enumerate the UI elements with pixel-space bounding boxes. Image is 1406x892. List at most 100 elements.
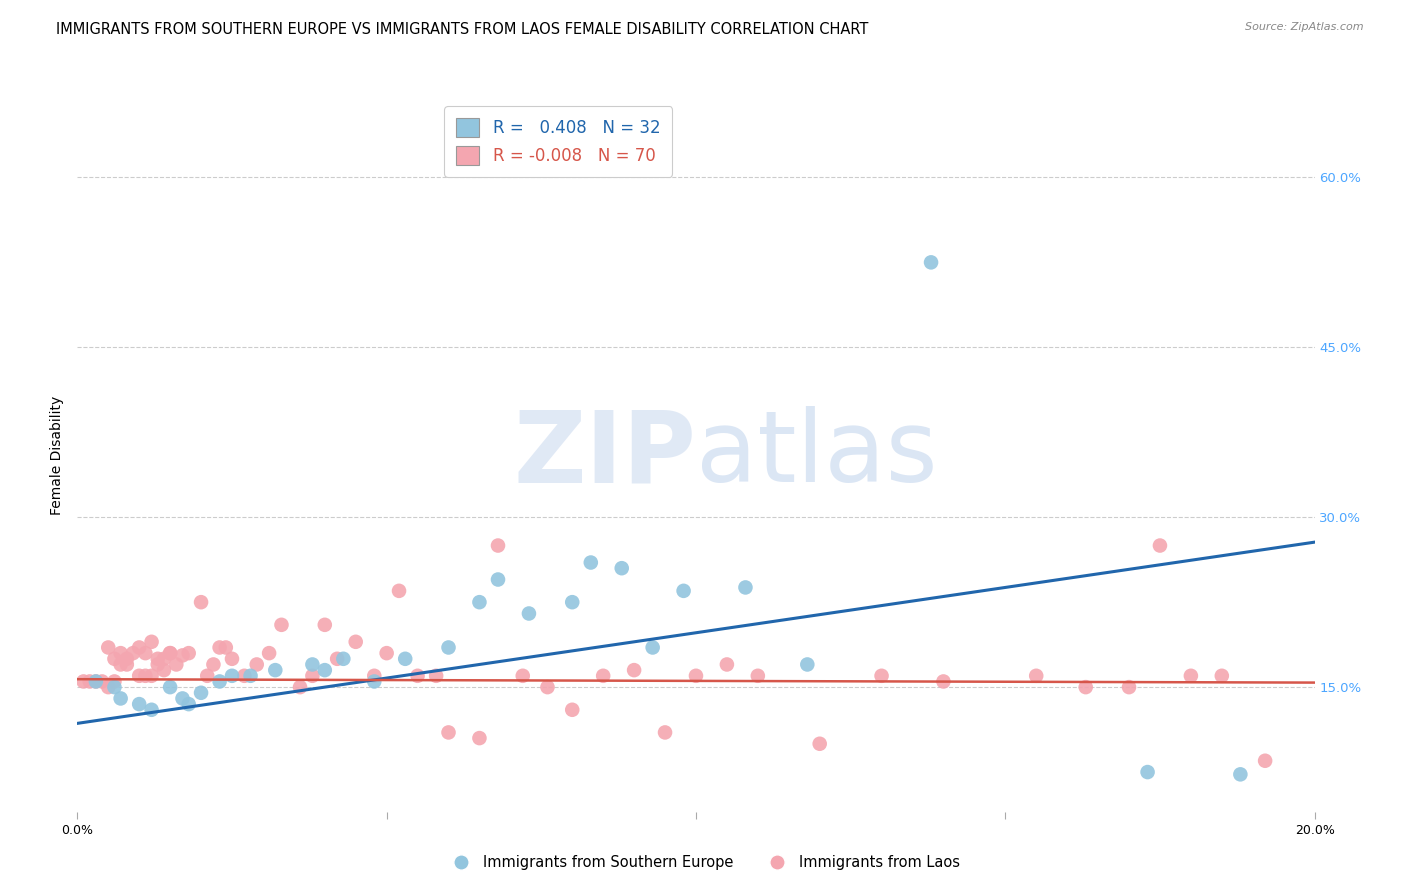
Point bbox=[734, 581, 756, 595]
Point bbox=[920, 255, 942, 269]
Point bbox=[233, 669, 256, 683]
Point bbox=[215, 640, 238, 655]
Point bbox=[288, 680, 311, 694]
Point bbox=[153, 663, 176, 677]
Point bbox=[579, 556, 602, 570]
Point bbox=[1149, 539, 1171, 553]
Point bbox=[870, 669, 893, 683]
Point bbox=[437, 640, 460, 655]
Point bbox=[332, 652, 354, 666]
Point bbox=[685, 669, 707, 683]
Point bbox=[437, 725, 460, 739]
Text: atlas: atlas bbox=[696, 407, 938, 503]
Point bbox=[141, 635, 163, 649]
Point bbox=[1118, 680, 1140, 694]
Point bbox=[641, 640, 664, 655]
Text: ZIP: ZIP bbox=[513, 407, 696, 503]
Point bbox=[172, 691, 194, 706]
Point bbox=[512, 669, 534, 683]
Point bbox=[177, 646, 200, 660]
Point bbox=[128, 640, 150, 655]
Point bbox=[363, 674, 385, 689]
Point bbox=[1229, 767, 1251, 781]
Point bbox=[747, 669, 769, 683]
Point bbox=[468, 595, 491, 609]
Point bbox=[159, 646, 181, 660]
Point bbox=[195, 669, 218, 683]
Point bbox=[796, 657, 818, 672]
Point bbox=[314, 663, 336, 677]
Point bbox=[264, 663, 287, 677]
Point bbox=[115, 657, 138, 672]
Point bbox=[1180, 669, 1202, 683]
Point bbox=[146, 657, 169, 672]
Point bbox=[134, 646, 156, 660]
Point bbox=[110, 691, 132, 706]
Y-axis label: Female Disability: Female Disability bbox=[51, 395, 65, 515]
Point bbox=[486, 573, 509, 587]
Point bbox=[301, 657, 323, 672]
Point bbox=[172, 648, 194, 663]
Point bbox=[517, 607, 540, 621]
Point bbox=[91, 674, 114, 689]
Point bbox=[103, 680, 125, 694]
Point bbox=[128, 697, 150, 711]
Point bbox=[314, 617, 336, 632]
Point bbox=[375, 646, 398, 660]
Point bbox=[394, 652, 416, 666]
Point bbox=[344, 635, 367, 649]
Point bbox=[246, 657, 269, 672]
Point bbox=[97, 640, 120, 655]
Point bbox=[72, 674, 94, 689]
Point bbox=[257, 646, 280, 660]
Point bbox=[202, 657, 225, 672]
Point bbox=[134, 669, 156, 683]
Point bbox=[190, 686, 212, 700]
Point bbox=[301, 669, 323, 683]
Point bbox=[808, 737, 831, 751]
Point bbox=[141, 703, 163, 717]
Point bbox=[536, 680, 558, 694]
Point bbox=[1025, 669, 1047, 683]
Point bbox=[1211, 669, 1233, 683]
Point bbox=[208, 674, 231, 689]
Point bbox=[159, 646, 181, 660]
Text: Source: ZipAtlas.com: Source: ZipAtlas.com bbox=[1246, 22, 1364, 32]
Point bbox=[208, 640, 231, 655]
Point bbox=[146, 652, 169, 666]
Point bbox=[103, 652, 125, 666]
Point bbox=[1136, 765, 1159, 780]
Point bbox=[561, 703, 583, 717]
Point bbox=[153, 652, 176, 666]
Point bbox=[97, 680, 120, 694]
Point bbox=[239, 669, 262, 683]
Point bbox=[141, 669, 163, 683]
Point bbox=[425, 669, 447, 683]
Point bbox=[1074, 680, 1097, 694]
Point bbox=[165, 657, 187, 672]
Point bbox=[84, 674, 107, 689]
Point bbox=[932, 674, 955, 689]
Point bbox=[561, 595, 583, 609]
Point bbox=[221, 652, 243, 666]
Point bbox=[326, 652, 349, 666]
Point bbox=[406, 669, 429, 683]
Point bbox=[110, 646, 132, 660]
Point bbox=[122, 646, 145, 660]
Point bbox=[672, 583, 695, 598]
Point bbox=[388, 583, 411, 598]
Point bbox=[177, 697, 200, 711]
Legend: R =   0.408   N = 32, R = -0.008   N = 70: R = 0.408 N = 32, R = -0.008 N = 70 bbox=[444, 106, 672, 177]
Point bbox=[468, 731, 491, 745]
Point bbox=[592, 669, 614, 683]
Point bbox=[115, 652, 138, 666]
Text: IMMIGRANTS FROM SOUTHERN EUROPE VS IMMIGRANTS FROM LAOS FEMALE DISABILITY CORREL: IMMIGRANTS FROM SOUTHERN EUROPE VS IMMIG… bbox=[56, 22, 869, 37]
Point bbox=[610, 561, 633, 575]
Point bbox=[716, 657, 738, 672]
Point bbox=[110, 657, 132, 672]
Point bbox=[84, 674, 107, 689]
Point bbox=[79, 674, 101, 689]
Point bbox=[103, 674, 125, 689]
Point bbox=[1254, 754, 1277, 768]
Point bbox=[623, 663, 645, 677]
